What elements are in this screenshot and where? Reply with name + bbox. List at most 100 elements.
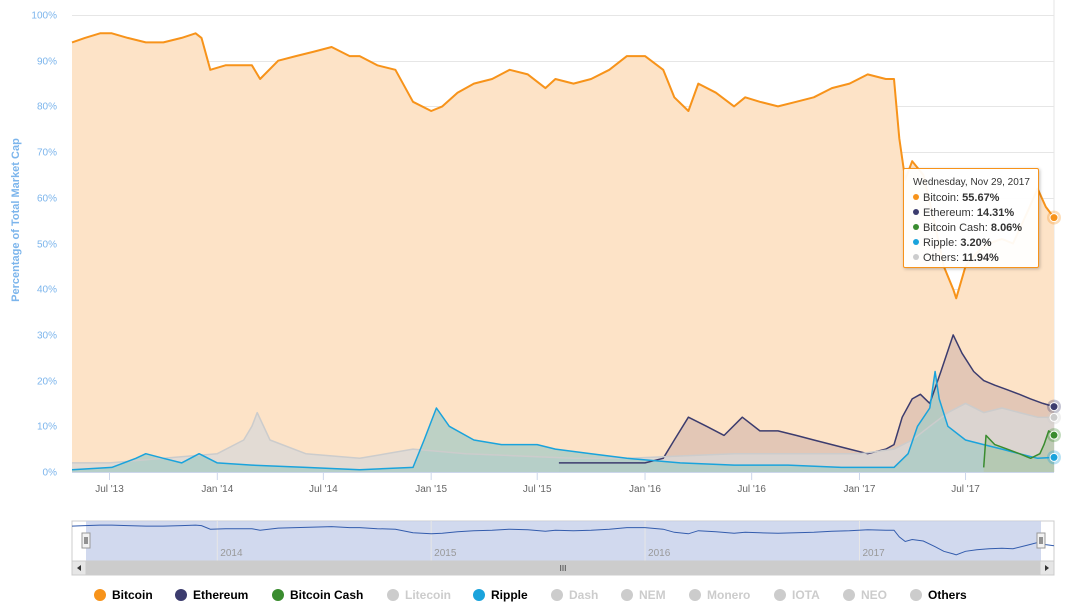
legend-symbol-icon xyxy=(843,589,855,601)
y-axis: 0% 10% 20% 30% 40% 50% 60% 70% 80% 90% 100% xyxy=(31,11,57,479)
legend-symbol-icon xyxy=(551,589,563,601)
legend-label: Ripple xyxy=(491,588,528,602)
x-tick-label: Jul '14 xyxy=(309,484,338,495)
x-tick-label: Jul '15 xyxy=(523,484,552,495)
legend-item-others[interactable]: Others xyxy=(910,588,967,608)
y-tick-label: 0% xyxy=(43,468,58,479)
tooltip-series-value: 3.20% xyxy=(960,237,992,249)
navigator-tick-label: 2015 xyxy=(434,548,457,559)
legend-symbol-icon xyxy=(473,589,485,601)
series-dot-icon xyxy=(913,239,919,245)
chart-legend: Bitcoin Ethereum Bitcoin Cash Litecoin Rippl… xyxy=(0,588,1081,608)
legend-label: Bitcoin Cash xyxy=(290,588,364,602)
legend-symbol-icon xyxy=(272,589,284,601)
series-line-bitcoin-cash xyxy=(982,430,1055,468)
tooltip-row-bitcoin-cash: Bitcoin Cash: 8.06% xyxy=(913,221,1038,236)
legend-label: NEM xyxy=(639,588,666,602)
y-tick-label: 50% xyxy=(37,240,57,251)
series-dot-icon xyxy=(913,224,919,230)
series-area-bitcoin-cash xyxy=(983,430,1054,472)
navigator-tick-label: 2014 xyxy=(220,548,243,559)
marker-bitcoin-cash xyxy=(1049,430,1059,440)
y-tick-label: 70% xyxy=(37,148,57,159)
series-area-bitcoin xyxy=(72,33,1054,473)
arrow-right-icon xyxy=(1045,565,1049,571)
y-tick-label: 60% xyxy=(37,194,57,205)
legend-item-bitcoin-cash[interactable]: Bitcoin Cash xyxy=(272,588,363,608)
y-tick-label: 20% xyxy=(37,377,57,388)
legend-symbol-icon xyxy=(94,589,106,601)
navigator-tick-label: 2016 xyxy=(648,548,671,559)
legend-symbol-icon xyxy=(774,589,786,601)
tooltip-series-value: 14.31% xyxy=(976,207,1015,219)
legend-item-neo[interactable]: NEO xyxy=(843,588,887,608)
legend-item-ethereum[interactable]: Ethereum xyxy=(175,588,248,608)
legend-symbol-icon xyxy=(621,589,633,601)
x-tick-label: Jan '14 xyxy=(201,484,233,495)
navigator-handle-right[interactable] xyxy=(1036,532,1046,549)
x-tick-label: Jan '17 xyxy=(844,484,876,495)
legend-item-ripple[interactable]: Ripple xyxy=(473,588,528,608)
tooltip-date: Wednesday, Nov 29, 2017 xyxy=(913,177,1030,188)
legend-item-monero[interactable]: Monero xyxy=(689,588,750,608)
y-axis-title: Percentage of Total Market Cap xyxy=(10,138,22,302)
legend-label: Monero xyxy=(707,588,751,602)
tooltip-series-value: 11.94% xyxy=(962,252,999,264)
legend-item-dash[interactable]: Dash xyxy=(551,588,598,608)
y-tick-label: 100% xyxy=(31,11,57,22)
y-tick-label: 90% xyxy=(37,57,57,68)
legend-symbol-icon xyxy=(387,589,399,601)
tooltip-row-bitcoin: Bitcoin: 55.67% xyxy=(913,191,1038,206)
legend-item-iota[interactable]: IOTA xyxy=(774,588,820,608)
legend-label: Bitcoin xyxy=(112,588,153,602)
legend-item-litecoin[interactable]: Litecoin xyxy=(387,588,451,608)
legend-item-bitcoin[interactable]: Bitcoin xyxy=(94,588,153,608)
legend-item-nem[interactable]: NEM xyxy=(621,588,666,608)
marker-ripple xyxy=(1049,452,1059,462)
x-tick-label: Jul '17 xyxy=(951,484,980,495)
hover-markers xyxy=(1047,210,1061,465)
x-tick-label: Jul '16 xyxy=(737,484,766,495)
handle-body[interactable] xyxy=(81,532,91,549)
series-dot-icon xyxy=(913,194,919,200)
tooltip-series-name: Ethereum xyxy=(923,207,971,219)
legend-label: NEO xyxy=(861,588,888,602)
y-tick-label: 80% xyxy=(37,102,57,113)
tooltip-row-others: Others: 11.94% xyxy=(913,251,1038,266)
handle-body[interactable] xyxy=(1036,532,1046,549)
series-area-ripple xyxy=(72,371,1054,472)
tooltip-rows: Bitcoin: 55.67% Ethereum: 14.31% Bitcoin C… xyxy=(913,191,1038,266)
tooltip-series-name: Ripple xyxy=(923,237,955,249)
navigator-handle-left[interactable] xyxy=(81,532,91,549)
scrollbar-grip: III xyxy=(560,564,567,573)
tooltip-series-name: Others xyxy=(923,252,957,264)
navigator-selection[interactable] xyxy=(86,521,1041,561)
y-tick-label: 30% xyxy=(37,331,57,342)
series-dot-icon xyxy=(913,209,919,215)
tooltip-series-name: Bitcoin xyxy=(923,192,957,204)
legend-symbol-icon xyxy=(910,589,922,601)
marker-ethereum xyxy=(1049,402,1059,412)
x-axis: Jul '13 Jan '14 Jul '14 Jan '15 Jul '15 Jan '… xyxy=(72,472,1054,495)
tooltip-row-ethereum: Ethereum: 14.31% xyxy=(913,206,1038,221)
legend-label: IOTA xyxy=(792,588,820,602)
x-tick-label: Jan '15 xyxy=(415,484,447,495)
marker-bitcoin xyxy=(1049,213,1059,223)
tooltip-series-value: 8.06% xyxy=(990,222,1023,234)
legend-label: Others xyxy=(928,588,967,602)
navigator[interactable]: 2014 2015 2016 2017 III xyxy=(71,520,1055,576)
legend-label: Ethereum xyxy=(193,588,249,602)
hover-tooltip: Wednesday, Nov 29, 2017 Bitcoin: 55.67% E… xyxy=(903,168,1039,268)
arrow-left-icon xyxy=(77,565,81,571)
x-tick-label: Jul '13 xyxy=(95,484,124,495)
tooltip-row-ripple: Ripple: 3.20% xyxy=(913,236,1038,251)
tooltip-series-value: 55.67% xyxy=(962,192,1000,204)
series-line-others xyxy=(72,402,1055,464)
navigator-series xyxy=(71,524,1055,556)
y-tick-label: 10% xyxy=(37,422,57,433)
legend-label: Dash xyxy=(569,588,599,602)
legend-symbol-icon xyxy=(175,589,187,601)
tooltip-series-name: Bitcoin Cash xyxy=(923,222,985,234)
